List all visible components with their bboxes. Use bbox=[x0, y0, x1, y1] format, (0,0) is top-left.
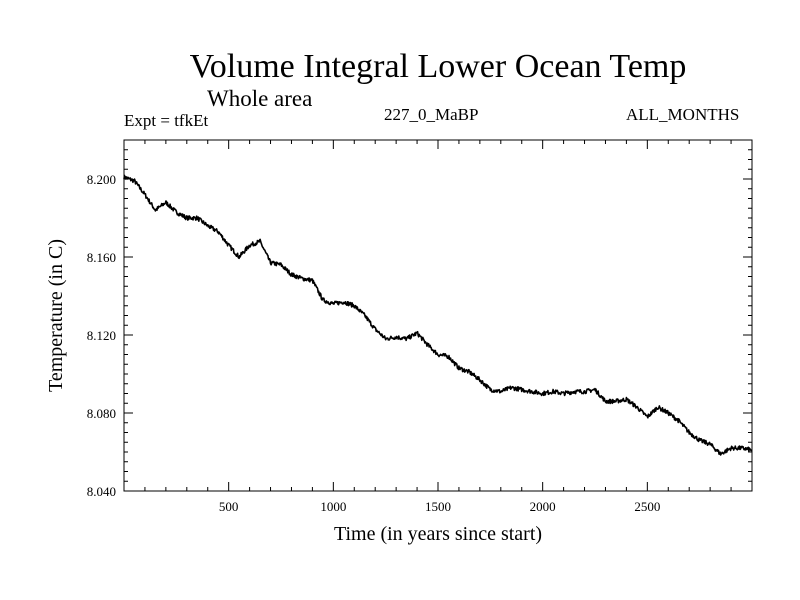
y-tick-label: 8.080 bbox=[87, 406, 116, 421]
chart-title: Volume Integral Lower Ocean Temp bbox=[189, 48, 687, 85]
experiment-label: Expt = tfkEt bbox=[124, 111, 209, 130]
y-tick-label: 8.200 bbox=[87, 172, 116, 187]
x-tick-label: 2500 bbox=[634, 499, 660, 514]
y-tick-label: 8.160 bbox=[87, 250, 116, 265]
y-tick-label: 8.040 bbox=[87, 484, 116, 499]
experiment-id: 227_0_MaBP bbox=[384, 105, 479, 124]
x-tick-label: 1000 bbox=[320, 499, 346, 514]
chart-subtitle: Whole area bbox=[207, 86, 313, 111]
series-line bbox=[123, 174, 753, 456]
x-tick-label: 500 bbox=[219, 499, 239, 514]
months-label: ALL_MONTHS bbox=[626, 105, 740, 124]
x-tick-label: 1500 bbox=[425, 499, 451, 514]
x-tick-label: 2000 bbox=[530, 499, 556, 514]
y-tick-label: 8.120 bbox=[87, 328, 116, 343]
y-axis-label: Temperature (in C) bbox=[45, 239, 67, 392]
plot-frame bbox=[123, 139, 753, 492]
x-axis-label: Time (in years since start) bbox=[334, 523, 542, 545]
